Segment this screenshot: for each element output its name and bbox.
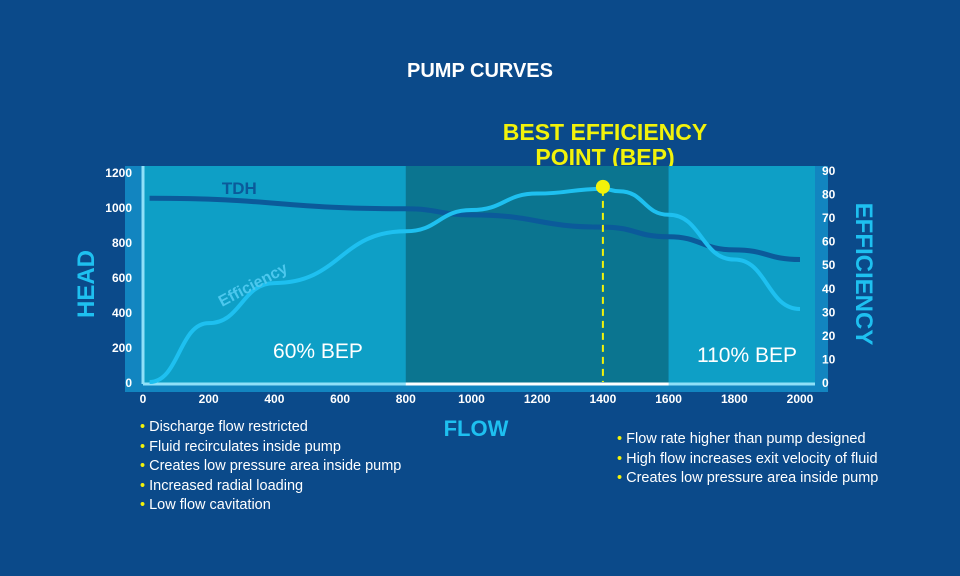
y-tick-label: 600 xyxy=(112,271,132,285)
y2-tick-label: 70 xyxy=(822,211,836,225)
y2-tick-label: 40 xyxy=(822,282,836,296)
x-tick-label: 400 xyxy=(264,392,284,406)
x-tick-label: 600 xyxy=(330,392,350,406)
y2-tick-label: 50 xyxy=(822,258,836,272)
y-tick-label: 1000 xyxy=(105,201,132,215)
efficiency-curve xyxy=(149,186,801,384)
note: Flow rate higher than pump designed xyxy=(617,430,878,450)
x-tick-label: 1600 xyxy=(655,392,682,406)
y2-tick-label: 20 xyxy=(822,329,836,343)
x-tick-label: 200 xyxy=(199,392,219,406)
x-tick-label: 1000 xyxy=(458,392,485,406)
y2-tick-label: 10 xyxy=(822,352,836,366)
low-flow-notes: Discharge flow restricted Fluid recircul… xyxy=(140,418,401,516)
y2-tick-label: 60 xyxy=(822,235,836,249)
x-axis-label: FLOW xyxy=(444,416,509,441)
y2-tick-label: 30 xyxy=(822,305,836,319)
x-tick-label: 1400 xyxy=(590,392,617,406)
note: Low flow cavitation xyxy=(140,496,401,516)
tdh-curve xyxy=(149,195,801,262)
x-tick-label: 800 xyxy=(396,392,416,406)
region-label-low: 60% BEP xyxy=(273,340,363,363)
x-tick-label: 1800 xyxy=(721,392,748,406)
region-label-high: 110% BEP xyxy=(697,344,797,367)
bep-label-line-2: POINT (BEP) xyxy=(535,144,675,170)
x-tick-label: 0 xyxy=(140,392,147,406)
y-axis-label: HEAD xyxy=(73,250,100,318)
y2-axis-label: EFFICIENCY xyxy=(850,203,877,346)
high-flow-notes: Flow rate higher than pump designed High… xyxy=(617,430,878,489)
y-tick-label: 1200 xyxy=(105,166,132,180)
note: Creates low pressure area inside pump xyxy=(617,469,878,489)
note: Fluid recirculates inside pump xyxy=(140,438,401,458)
x-tick-label: 2000 xyxy=(787,392,814,406)
page-title: PUMP CURVES xyxy=(407,60,553,82)
note: High flow increases exit velocity of flu… xyxy=(617,450,878,470)
bep-point xyxy=(595,179,610,194)
y2-tick-label: 90 xyxy=(822,164,836,178)
high-flow-region xyxy=(668,166,815,384)
x-tick-label: 1200 xyxy=(524,392,551,406)
tdh-curve-label: TDH xyxy=(222,179,257,198)
note: Increased radial loading xyxy=(140,477,401,497)
bep-label: BEST EFFICIENCY POINT (BEP) xyxy=(460,120,750,170)
note: Discharge flow restricted xyxy=(140,418,401,438)
bep-label-line-1: BEST EFFICIENCY xyxy=(502,119,708,145)
y-tick-label: 400 xyxy=(112,306,132,320)
preferred-operating-region xyxy=(405,166,669,384)
y2-tick-label: 80 xyxy=(822,188,836,202)
y-tick-label: 200 xyxy=(112,341,132,355)
note: Creates low pressure area inside pump xyxy=(140,457,401,477)
y-tick-label: 0 xyxy=(125,376,132,390)
y-tick-label: 800 xyxy=(112,236,132,250)
y2-tick-label: 0 xyxy=(822,376,829,390)
